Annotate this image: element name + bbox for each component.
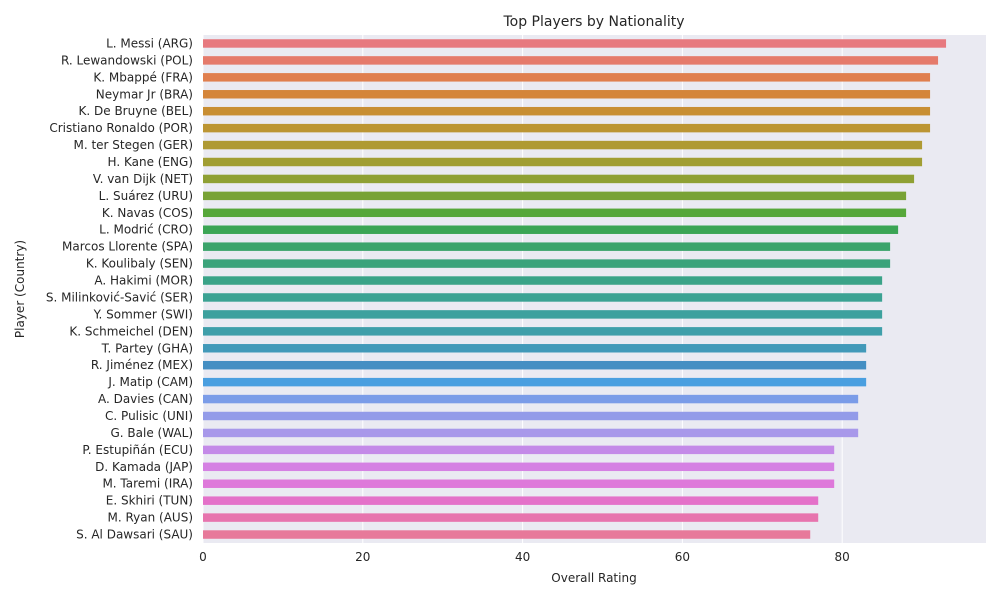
bar-28: [203, 513, 819, 522]
y-tick-label-1: R. Lewandowski (POL): [61, 53, 193, 67]
y-tick-label-28: M. Ryan (AUS): [107, 511, 193, 525]
bar-27: [203, 496, 819, 505]
bar-20: [203, 377, 867, 387]
bar-9: [203, 191, 907, 201]
bar-3: [203, 90, 931, 99]
bar-11: [203, 225, 899, 234]
bars: [203, 39, 947, 539]
y-axis-label: Player (Country): [13, 240, 27, 338]
y-tick-label-8: V. van Dijk (NET): [93, 172, 193, 186]
y-tick-label-14: A. Hakimi (MOR): [94, 274, 193, 288]
y-tick-label-7: H. Kane (ENG): [108, 155, 193, 169]
y-tick-label-24: P. Estupiñán (ECU): [82, 443, 193, 457]
y-tick-label-17: K. Schmeichel (DEN): [69, 324, 193, 338]
y-tick-label-21: A. Davies (CAN): [98, 392, 193, 406]
bar-21: [203, 394, 859, 404]
y-tick-label-12: Marcos Llorente (SPA): [62, 240, 193, 254]
bar-2: [203, 73, 931, 82]
bar-13: [203, 259, 891, 268]
plot-background: [203, 35, 986, 543]
y-tick-label-4: K. De Bruyne (BEL): [79, 104, 193, 118]
bar-18: [203, 344, 867, 353]
bar-10: [203, 208, 907, 218]
y-tick-label-25: D. Kamada (JAP): [95, 460, 193, 474]
grid-lines: [202, 35, 843, 543]
x-tick-labels: 0 20 40 60 80: [199, 550, 850, 564]
x-axis-label: Overall Rating: [551, 571, 636, 585]
y-tick-label-15: S. Milinković-Savić (SER): [46, 290, 193, 304]
y-tick-label-19: R. Jiménez (MEX): [91, 358, 193, 372]
bar-22: [203, 411, 859, 421]
bar-12: [203, 242, 891, 251]
bar-19: [203, 360, 867, 370]
y-tick-label-22: C. Pulisic (UNI): [105, 409, 193, 423]
x-tick-label-3: 60: [675, 550, 690, 564]
bar-15: [203, 293, 883, 302]
y-tick-label-18: T. Partey (GHA): [101, 341, 193, 355]
y-tick-label-2: K. Mbappé (FRA): [93, 70, 193, 84]
y-tick-label-9: L. Suárez (URU): [99, 189, 193, 203]
y-tick-label-10: K. Navas (COS): [102, 206, 193, 220]
y-tick-label-27: E. Skhiri (TUN): [106, 494, 193, 508]
bar-7: [203, 157, 923, 167]
bar-17: [203, 327, 883, 336]
x-tick-label-0: 0: [199, 550, 207, 564]
y-tick-label-5: Cristiano Ronaldo (POR): [49, 121, 193, 135]
bar-8: [203, 174, 915, 184]
y-tick-label-0: L. Messi (ARG): [106, 36, 193, 50]
bar-5: [203, 123, 931, 133]
bar-14: [203, 276, 883, 285]
bar-25: [203, 462, 835, 472]
y-tick-label-16: Y. Sommer (SWI): [93, 307, 193, 321]
bar-1: [203, 56, 939, 65]
bar-26: [203, 479, 835, 488]
bar-29: [203, 530, 811, 539]
bar-24: [203, 445, 835, 455]
bar-23: [203, 428, 859, 438]
bar-4: [203, 106, 931, 116]
y-tick-label-23: G. Bale (WAL): [110, 426, 193, 440]
y-tick-label-20: J. Matip (CAM): [107, 375, 193, 389]
chart-title: Top Players by Nationality: [502, 14, 684, 30]
y-tick-labels: L. Messi (ARG) R. Lewandowski (POL) K. Mba…: [46, 36, 193, 541]
y-tick-label-6: M. ter Stegen (GER): [73, 138, 193, 152]
y-tick-label-11: L. Modrić (CRO): [99, 223, 193, 237]
bar-16: [203, 310, 883, 319]
y-tick-label-3: Neymar Jr (BRA): [96, 87, 193, 101]
y-tick-label-26: M. Taremi (IRA): [102, 477, 193, 491]
bar-0: [203, 39, 947, 48]
x-tick-label-2: 40: [515, 550, 530, 564]
y-tick-label-13: K. Koulibaly (SEN): [86, 257, 193, 271]
y-tick-label-29: S. Al Dawsari (SAU): [76, 528, 193, 542]
x-tick-label-4: 80: [835, 550, 850, 564]
x-tick-label-1: 20: [355, 550, 370, 564]
bar-6: [203, 140, 923, 150]
